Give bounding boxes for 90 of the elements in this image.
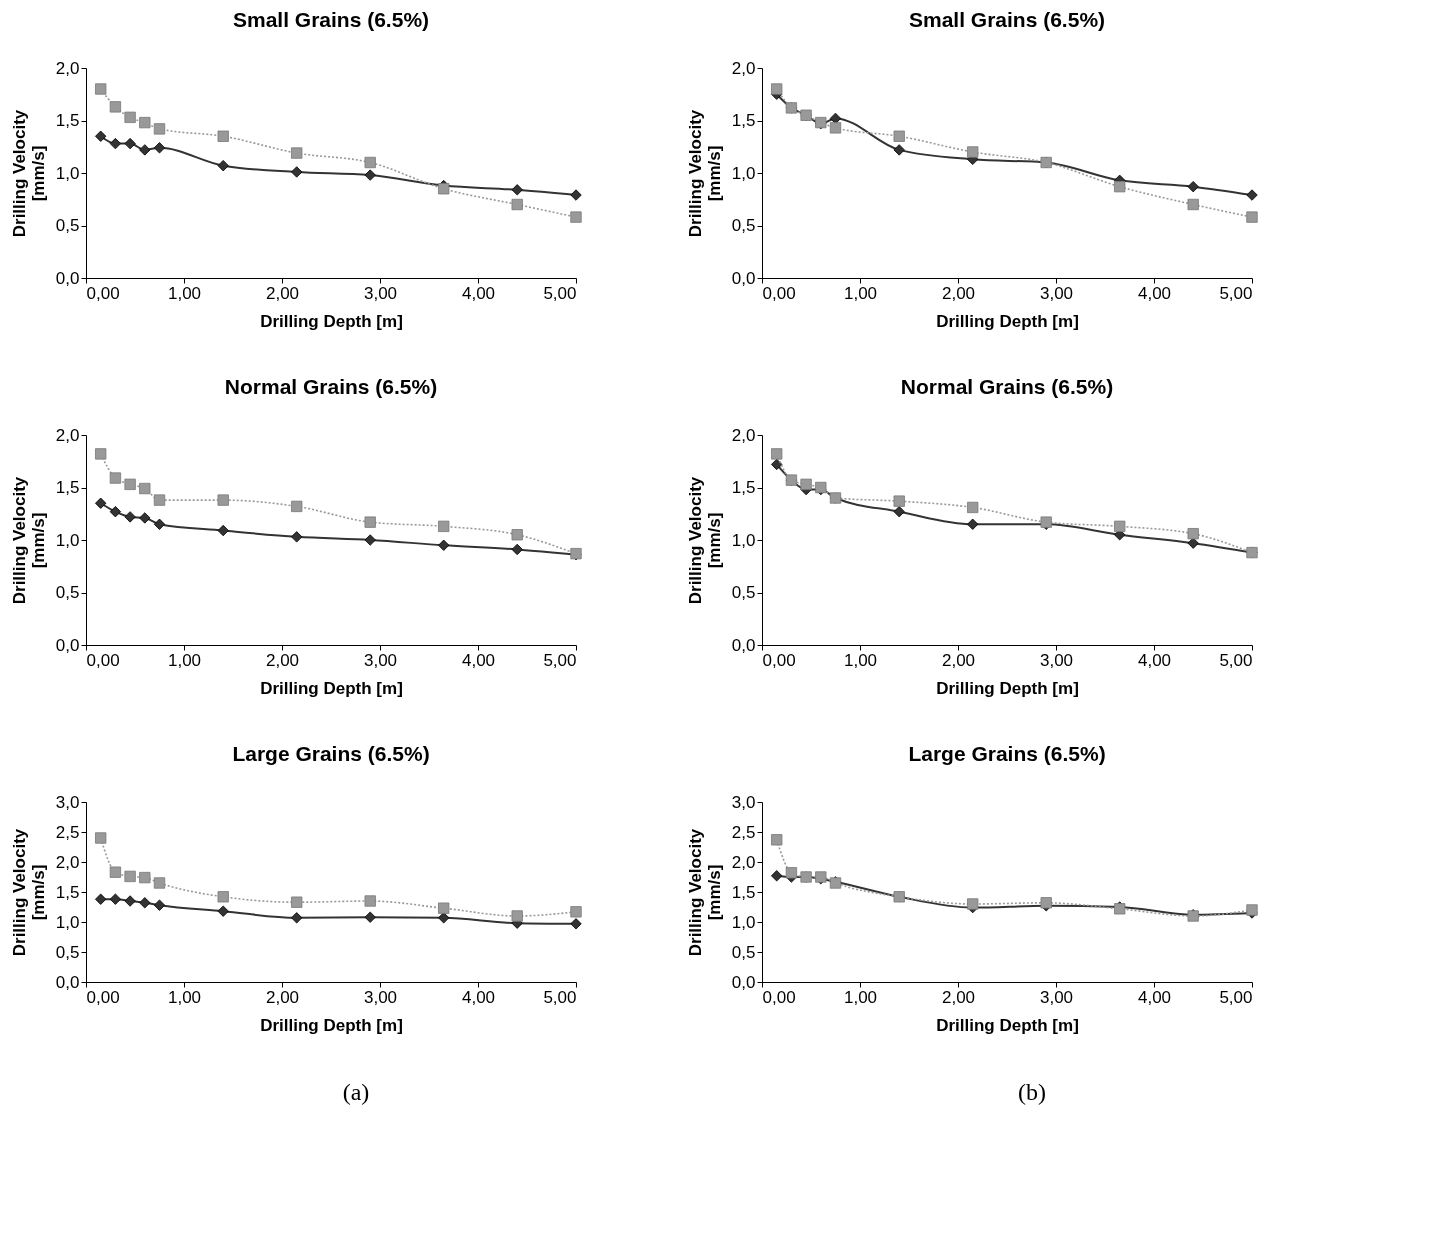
y-tick-label: 0,5 — [55, 216, 80, 235]
y-tick-label: 2,0 — [731, 852, 756, 872]
x-tick-label: 2,00 — [265, 987, 300, 1007]
x-tick-label: 0,00 — [762, 650, 796, 670]
x-axis-title: Drilling Depth [m] — [260, 1015, 403, 1035]
x-tick-label: 4,00 — [461, 650, 496, 670]
y-tick-label: 2,0 — [731, 58, 756, 78]
x-tick-label: 5,00 — [1219, 283, 1253, 303]
y-tick-label: 0,0 — [731, 268, 756, 288]
x-tick-label: 5,00 — [543, 283, 577, 303]
x-tick-label: 5,00 — [1219, 987, 1253, 1007]
y-tick-label: 1,0 — [55, 530, 80, 550]
y-tick-label: 3,0 — [55, 792, 80, 812]
x-tick-label: 2,00 — [941, 650, 976, 670]
y-tick-label: 1,0 — [731, 912, 756, 932]
x-axis-title: Drilling Depth [m] — [936, 1015, 1079, 1035]
y-tick-label: 0,0 — [55, 972, 80, 992]
text: (b) — [1018, 1079, 1046, 1105]
x-tick-label: 3,00 — [363, 650, 398, 670]
y-tick-label: 1,5 — [55, 478, 80, 497]
y-tick-label: 1,0 — [55, 163, 80, 183]
x-tick-label: 0,00 — [86, 987, 120, 1007]
x-tick-label: 3,00 — [1039, 283, 1074, 303]
y-axis-title: Drilling Velocity [mm/s] — [9, 828, 48, 957]
y-tick-label: 0,0 — [55, 268, 80, 288]
x-tick-label: 1,00 — [843, 987, 878, 1007]
x-tick-label: 3,00 — [1039, 650, 1074, 670]
y-tick-label: 1,0 — [55, 912, 80, 932]
chart-title: Large Grains (6.5%) — [908, 742, 1106, 765]
chart-title: Large Grains (6.5%) — [232, 742, 430, 765]
x-tick-label: 0,00 — [86, 283, 120, 303]
y-tick-label: 2,0 — [731, 425, 756, 445]
y-tick-label: 0,5 — [731, 942, 756, 962]
x-tick-label: 0,00 — [86, 650, 120, 670]
y-tick-label: 0,0 — [731, 635, 756, 655]
y-axis-title: Drilling Velocity [mm/s] — [685, 476, 724, 605]
x-tick-label: 2,00 — [941, 987, 976, 1007]
chart-title: Normal Grains (6.5%) — [224, 375, 438, 398]
x-tick-label: 3,00 — [363, 283, 398, 303]
x-tick-label: 5,00 — [543, 650, 577, 670]
x-tick-label: 1,00 — [167, 650, 202, 670]
x-tick-label: 4,00 — [461, 283, 496, 303]
y-tick-label: 2,0 — [55, 58, 80, 78]
y-tick-label: 1,0 — [731, 530, 756, 550]
x-tick-label: 5,00 — [543, 987, 577, 1007]
y-tick-label: 0,5 — [55, 583, 80, 602]
y-tick-label: 1,5 — [731, 882, 756, 902]
y-tick-label: 0,5 — [55, 942, 80, 962]
x-tick-label: 4,00 — [461, 987, 496, 1007]
y-tick-label: 0,0 — [55, 635, 80, 655]
chart-title: Small Grains (6.5%) — [232, 8, 430, 31]
x-tick-label: 0,00 — [762, 283, 796, 303]
x-tick-label: 2,00 — [265, 283, 300, 303]
y-tick-label: 1,5 — [731, 478, 756, 497]
chart-title: Small Grains (6.5%) — [908, 8, 1106, 31]
x-tick-label: 4,00 — [1137, 987, 1172, 1007]
y-tick-label: 1,5 — [55, 882, 80, 902]
y-tick-label: 2,0 — [55, 852, 80, 872]
y-axis-title: Drilling Velocity [mm/s] — [9, 476, 48, 605]
x-tick-label: 1,00 — [167, 283, 202, 303]
y-tick-label: 0,0 — [731, 972, 756, 992]
y-axis-title: Drilling Velocity [mm/s] — [685, 109, 724, 238]
y-tick-label: 2,5 — [731, 822, 756, 842]
y-tick-label: 1,5 — [731, 111, 756, 130]
x-tick-label: 0,00 — [762, 987, 796, 1007]
x-tick-label: 1,00 — [843, 650, 878, 670]
x-tick-label: 5,00 — [1219, 650, 1253, 670]
text: (a) — [342, 1079, 370, 1105]
y-tick-label: 0,5 — [731, 216, 756, 235]
x-tick-label: 4,00 — [1137, 283, 1172, 303]
y-axis-title: Drilling Velocity [mm/s] — [9, 109, 48, 238]
y-tick-label: 1,5 — [55, 111, 80, 130]
x-tick-label: 1,00 — [167, 987, 202, 1007]
x-axis-title: Drilling Depth [m] — [260, 311, 403, 331]
x-tick-label: 2,00 — [941, 283, 976, 303]
y-tick-label: 0,5 — [731, 583, 756, 602]
y-tick-label: 3,0 — [731, 792, 756, 812]
chart-title: Normal Grains (6.5%) — [900, 375, 1114, 398]
x-tick-label: 3,00 — [363, 987, 398, 1007]
y-tick-label: 2,0 — [55, 425, 80, 445]
y-tick-label: 2,5 — [55, 822, 80, 842]
x-axis-title: Drilling Depth [m] — [936, 678, 1079, 698]
x-tick-label: 4,00 — [1137, 650, 1172, 670]
x-tick-label: 1,00 — [843, 283, 878, 303]
x-tick-label: 3,00 — [1039, 987, 1074, 1007]
x-axis-title: Drilling Depth [m] — [260, 678, 403, 698]
x-tick-label: 2,00 — [265, 650, 300, 670]
y-tick-label: 1,0 — [731, 163, 756, 183]
y-axis-title: Drilling Velocity [mm/s] — [685, 828, 724, 957]
x-axis-title: Drilling Depth [m] — [936, 311, 1079, 331]
